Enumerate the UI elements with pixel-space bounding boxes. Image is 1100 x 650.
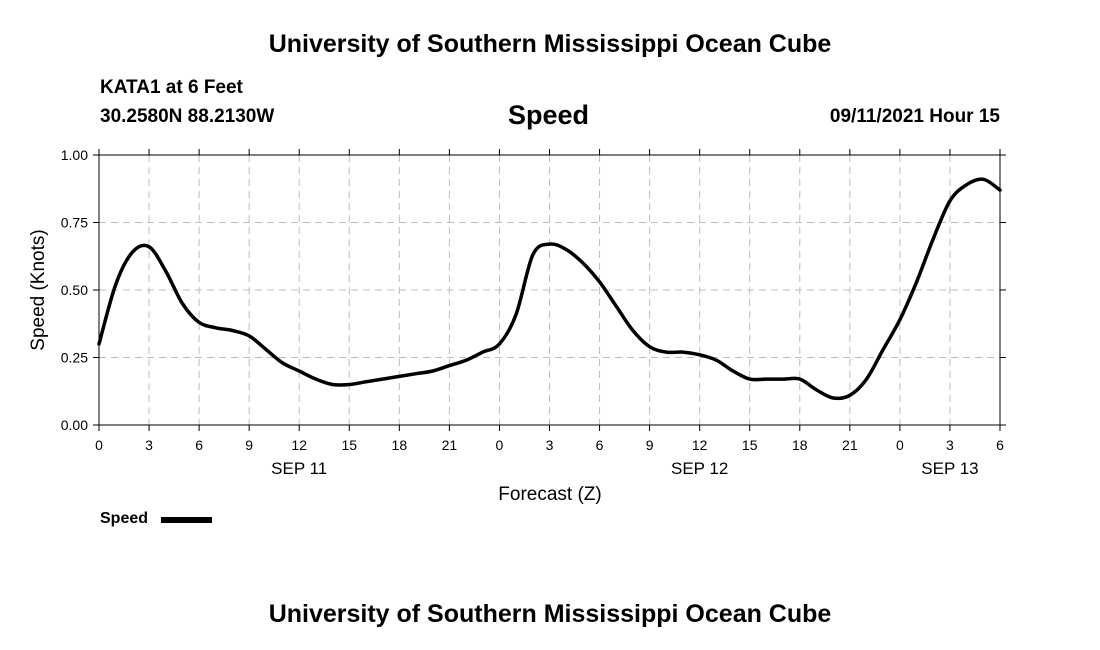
x-tick-label: 21 — [442, 437, 458, 453]
x-tick-label: 12 — [692, 437, 708, 453]
x-tick-label: 3 — [546, 437, 554, 453]
forecast-datetime: 09/11/2021 Hour 15 — [829, 106, 1000, 127]
station-coordinates: 30.2580N 88.2130W — [100, 106, 275, 127]
x-tick-label: 18 — [392, 437, 408, 453]
x-tick-label: 21 — [842, 437, 858, 453]
date-label: SEP 11 — [271, 459, 327, 478]
x-tick-label: 18 — [792, 437, 808, 453]
x-tick-label: 15 — [341, 437, 357, 453]
y-tick-label: 0.00 — [61, 417, 88, 433]
y-tick-labels: 0.00 0.25 0.50 0.75 1.00 — [61, 147, 88, 433]
x-tick-label: 9 — [245, 437, 253, 453]
plot-frame — [98, 154, 1001, 426]
x-tick-label: 6 — [596, 437, 604, 453]
station-name: KATA1 at 6 Feet — [100, 77, 243, 98]
page-title-top: University of Southern Mississippi Ocean… — [268, 30, 832, 58]
y-tick-label: 0.50 — [61, 282, 88, 298]
page-title-bottom: University of Southern Mississippi Ocean… — [268, 600, 832, 628]
x-tick-label: 9 — [646, 437, 654, 453]
y-tick-label: 0.25 — [61, 350, 88, 366]
x-tick-label: 6 — [996, 437, 1004, 453]
x-tick-label: 0 — [496, 437, 504, 453]
date-label: SEP 12 — [671, 459, 728, 478]
x-tick-label: 0 — [95, 437, 103, 453]
legend-line-swatch — [161, 517, 212, 523]
legend-label: Speed — [100, 510, 149, 527]
x-tick-label: 3 — [145, 437, 153, 453]
y-axis-label: Speed (Knots) — [28, 229, 49, 350]
chart-title: Speed — [508, 100, 590, 130]
chart-ticks — [93, 149, 1006, 431]
y-tick-label: 1.00 — [61, 147, 88, 163]
x-axis-label: Forecast (Z) — [498, 484, 601, 505]
y-tick-label: 0.75 — [61, 215, 88, 231]
speed-series-line — [97, 177, 1002, 401]
x-tick-label: 15 — [742, 437, 758, 453]
chart-grid — [99, 155, 1000, 425]
x-tick-label: 3 — [946, 437, 954, 453]
x-tick-label: 12 — [291, 437, 307, 453]
date-label: SEP 13 — [921, 459, 978, 478]
date-labels: SEP 11 SEP 12 SEP 13 — [271, 459, 978, 478]
x-tick-labels: 0 3 6 9 12 15 18 21 0 3 6 9 12 15 18 21 0 3 6 — [95, 437, 1004, 453]
x-tick-label: 6 — [195, 437, 203, 453]
x-tick-label: 0 — [896, 437, 904, 453]
